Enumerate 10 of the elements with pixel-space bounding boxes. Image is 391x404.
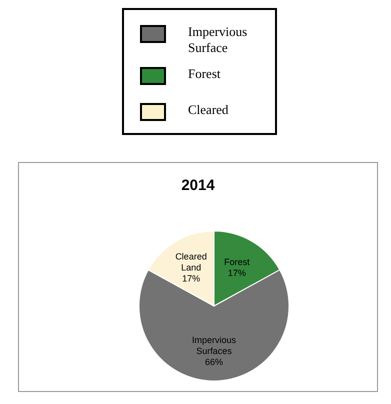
data-label: 17% [228,268,246,278]
slice-label: Impervious Surfaces [192,335,237,356]
slice-label: Forest [224,256,250,267]
category-label: Forest [188,66,222,82]
category-label: Cleared [188,102,230,118]
slice-label: Cleared Land [175,251,207,272]
data-label: 66% [204,357,224,367]
data-label: 17% [182,273,200,284]
chart-title: 2014 [180,177,216,194]
category-label: Impervious Surface [188,24,248,56]
